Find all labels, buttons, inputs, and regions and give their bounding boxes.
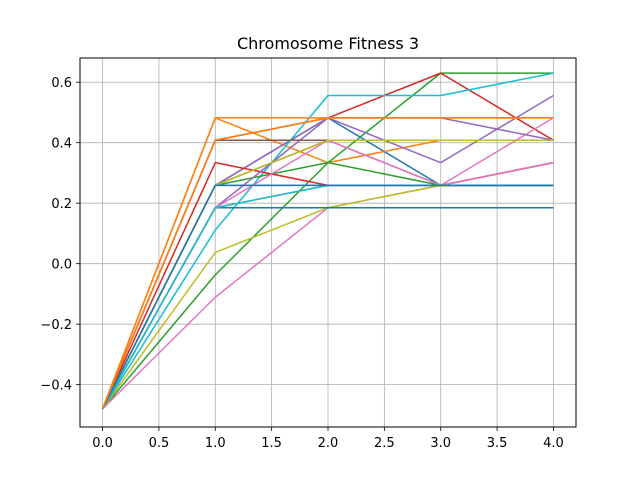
chart-title: Chromosome Fitness 3 <box>237 34 419 53</box>
y-tick-label: −0.2 <box>40 318 72 333</box>
x-tick-label: 3.5 <box>487 436 508 451</box>
series-lines <box>101 72 554 410</box>
series-line-22 <box>101 117 554 410</box>
y-tick-label: −0.4 <box>40 379 72 394</box>
x-tick-label: 3.0 <box>430 436 451 451</box>
series-line-10 <box>101 72 554 410</box>
x-tick-label: 1.0 <box>205 436 226 451</box>
y-tick-label: 0.4 <box>51 137 72 152</box>
x-tick-label: 0.5 <box>149 436 170 451</box>
x-tick-label: 2.5 <box>374 436 395 451</box>
axis-ticks: 0.0 0.5 1.0 1.5 2.0 2.5 3.0 3.5 4.0 −0.4 −0.2 0.0 0.… <box>40 76 563 451</box>
x-tick-label: 0.0 <box>92 436 113 451</box>
x-tick-label: 1.5 <box>261 436 282 451</box>
y-tick-label: 0.0 <box>51 258 72 273</box>
x-tick-label: 4.0 <box>543 436 564 451</box>
plot-frame <box>79 57 577 428</box>
series-line-21 <box>101 184 554 410</box>
x-tick-label: 2.0 <box>318 436 339 451</box>
y-tick-label: 0.6 <box>51 76 72 91</box>
y-tick-label: 0.2 <box>51 197 72 212</box>
